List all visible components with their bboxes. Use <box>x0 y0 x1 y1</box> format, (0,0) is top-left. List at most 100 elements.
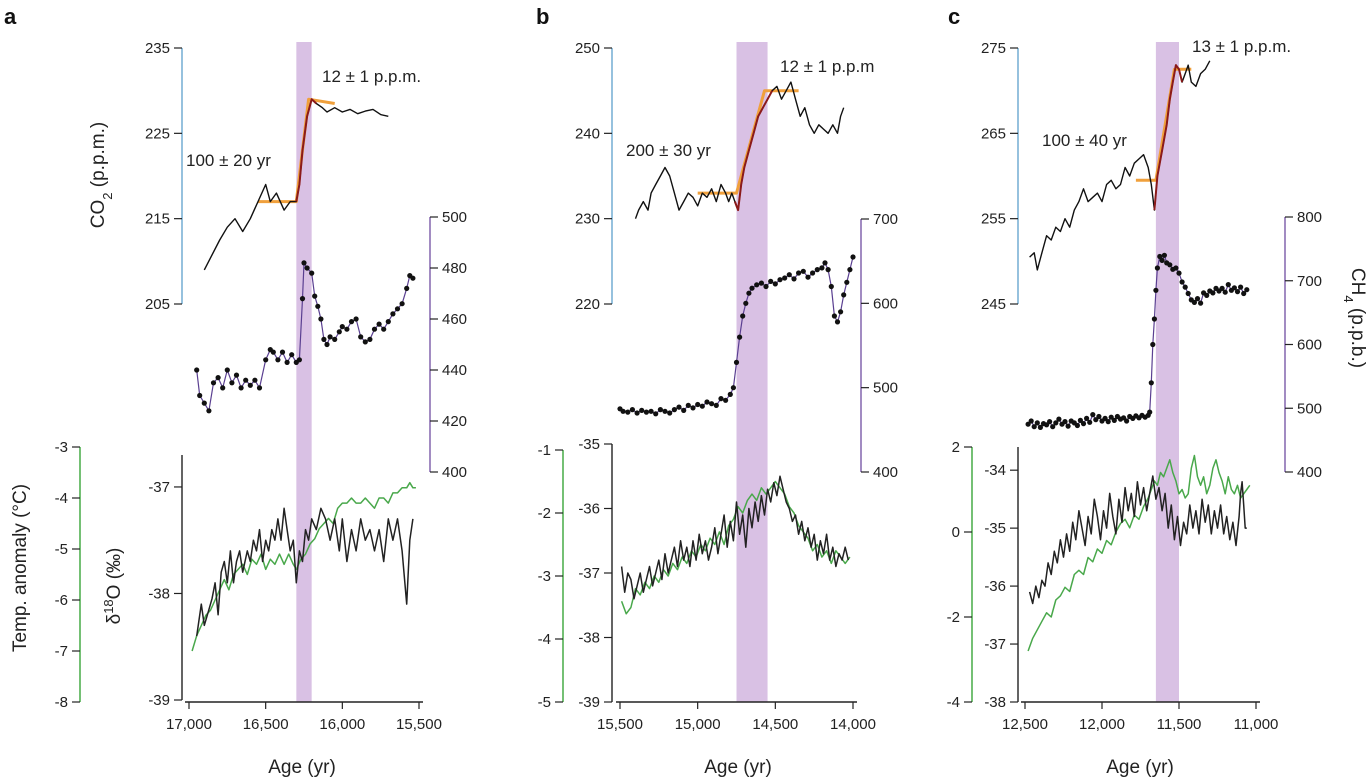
panel-b-temp-tick-label-0: -5 <box>538 694 551 711</box>
d18o-label-sup: 18 <box>101 599 116 613</box>
panel-c-ch4-point-48 <box>1161 252 1167 258</box>
panel-b-ch4-point-21 <box>713 402 719 408</box>
panel-b-ch4-point-56 <box>850 254 856 260</box>
panel-b-ch4-point-38 <box>782 275 788 281</box>
x-axis-label-c: Age (yr) <box>1106 757 1174 778</box>
panel-a-ch4-point-17 <box>270 349 276 355</box>
panel-a-ch4-point-33 <box>327 334 333 340</box>
panel-a-ch4-tick-label-5: 500 <box>442 209 467 226</box>
annotation-b-amplitude: 12 ± 1 p.p.m <box>780 57 874 76</box>
panel-b-ch4-point-29 <box>743 300 749 306</box>
panel-a-ch4-tick-label-4: 480 <box>442 260 467 277</box>
panel-c-ch4-point-13 <box>1065 423 1071 429</box>
panel-c-ch4-point-50 <box>1167 262 1173 268</box>
panel-b-co2-tick-label-3: 250 <box>575 40 600 57</box>
panel-b-co2-tick-label-1: 230 <box>575 211 600 228</box>
panel-c-ch4-point-18 <box>1080 421 1087 427</box>
panel-a-ch4-point-14 <box>256 385 263 391</box>
panel-c-co2-tick-label-2: 265 <box>981 125 1006 142</box>
panel-c-d18o-tick-label-1: -37 <box>984 636 1006 653</box>
panel-a-ch4-point-27 <box>309 270 315 276</box>
panel-c-ch4-tick-label-2: 600 <box>1297 337 1322 354</box>
panel-b-ch4-point-25 <box>730 385 737 391</box>
panel-b-ch4-point-14 <box>681 407 687 413</box>
panel-c-ch4-point-71 <box>1231 285 1237 291</box>
panel-c-event-band <box>1155 42 1179 702</box>
co2-label-sub: 2 <box>100 193 115 200</box>
panel-c-ch4-point-75 <box>1244 287 1250 293</box>
annotation-b-duration: 200 ± 30 yr <box>626 141 711 160</box>
panel-a-temp-tick-label-5: -3 <box>55 439 68 456</box>
panel-b-ch4-point-4 <box>634 410 640 416</box>
panel-a-co2-tick-label-2: 225 <box>145 125 170 142</box>
panel-c-ch4-point-23 <box>1096 413 1102 420</box>
panel-c-ch4-point-32 <box>1124 418 1130 424</box>
panel-c-ch4-point-60 <box>1198 300 1204 306</box>
panel-b-d18o-tick-label-2: -37 <box>578 565 600 582</box>
panel-b-ch4-point-17 <box>695 401 701 408</box>
d18o-axis-label: δ18O (‰) <box>101 548 126 625</box>
panel-a-ch4-point-29 <box>315 303 321 309</box>
panel-c-d18o-tick-label-2: -36 <box>984 578 1006 595</box>
panel-a-ch4-point-50 <box>404 285 410 291</box>
panel-a-ch4-point-31 <box>321 336 327 342</box>
panel-b-ch4-point-9 <box>657 407 664 413</box>
panel-b-ch4-point-10 <box>662 408 668 414</box>
panel-b-ch4-point-50 <box>831 313 838 319</box>
panel-b-ch4-point-43 <box>805 274 811 280</box>
panel-a-x-tick-label-1: 16,500 <box>243 716 289 733</box>
panel-c-ch4-point-10 <box>1056 416 1062 422</box>
panel-a-ch4-point-36 <box>339 324 345 330</box>
panel-c-x-tick-label-1: 12,000 <box>1079 716 1125 733</box>
panel-c-ch4-point-74 <box>1241 290 1247 297</box>
panel-a-ch4-point-47 <box>390 311 396 317</box>
panel-a-d18o-tick-label-0: -39 <box>148 692 170 709</box>
panel-c-ch4-point-42 <box>1150 341 1156 348</box>
panel-c-ch4-point-16 <box>1074 422 1080 429</box>
ch4-axis-label: CH4 (p.p.b.) <box>1342 268 1369 368</box>
panel-c-temp-line <box>1027 454 1251 652</box>
panel-b-d18o-tick-label-1: -38 <box>578 630 600 647</box>
panel-c-d18o-tick-label-3: -35 <box>984 520 1006 537</box>
panel-b-ch4-tick-label-2: 600 <box>873 295 898 312</box>
panel-c-ch4-point-47 <box>1159 257 1165 263</box>
panel-a-d18o-tick-label-2: -37 <box>148 479 170 496</box>
co2-axis-label: CO2 (p.p.m.) <box>88 122 115 228</box>
panel-c-ch4-point-52 <box>1173 265 1179 271</box>
panel-c-ch4-point-64 <box>1210 290 1216 296</box>
panel-c-x-tick-label-2: 11,500 <box>1157 716 1202 733</box>
panel-b-ch4-point-18 <box>699 403 705 409</box>
panel-b-co2-tick-label-2: 240 <box>575 125 600 142</box>
panel-a-ch4-point-38 <box>348 319 355 325</box>
panel-c-co2-rise-highlight <box>1153 64 1184 211</box>
panel-b-ch4-point-47 <box>822 260 828 266</box>
panel-c-ch4-point-21 <box>1090 412 1096 418</box>
annotation-a-amplitude: 12 ± 1 p.p.m. <box>322 67 421 86</box>
panel-a-temp-tick-label-4: -4 <box>55 490 68 507</box>
panel-a-ch4-point-8 <box>229 380 235 386</box>
panel-b-ch4-point-11 <box>667 410 673 416</box>
panel-b-ch4-point-48 <box>825 267 831 273</box>
panel-b-ch4-point-16 <box>690 405 696 411</box>
panel-c-ch4-tick-label-0: 400 <box>1297 464 1322 481</box>
panel-b-ch4-point-51 <box>834 319 841 325</box>
panel-a-co2-rise-highlight <box>295 98 317 202</box>
panel-a-ch4-point-23 <box>296 357 302 363</box>
panel-a-ch4-tick-label-1: 420 <box>442 413 467 430</box>
panel-c-ch4-point-19 <box>1084 415 1090 421</box>
panel-b-ch4-tick-label-1: 500 <box>873 380 898 397</box>
panel-c-ch4-point-12 <box>1062 419 1068 425</box>
panel-c-co2-tick-label-0: 245 <box>981 296 1006 313</box>
panel-a-ch4-point-4 <box>210 380 217 386</box>
panel-a-ch4-point-19 <box>279 349 286 355</box>
panel-a-ch4-point-39 <box>353 316 359 322</box>
panel-b-ch4-point-12 <box>671 407 678 413</box>
panel-b-ch4-point-36 <box>772 281 778 287</box>
panel-c-co2-line <box>1029 60 1211 271</box>
panel-c-ch4-point-26 <box>1105 419 1111 425</box>
panel-a-temp-tick-label-3: -5 <box>55 541 68 558</box>
panel-a-ch4-point-46 <box>385 319 391 325</box>
ch4-label-sub: 4 <box>1342 295 1357 302</box>
panel-a-ch4-point-0 <box>194 367 200 373</box>
panel-a-ch4-point-40 <box>358 334 364 340</box>
